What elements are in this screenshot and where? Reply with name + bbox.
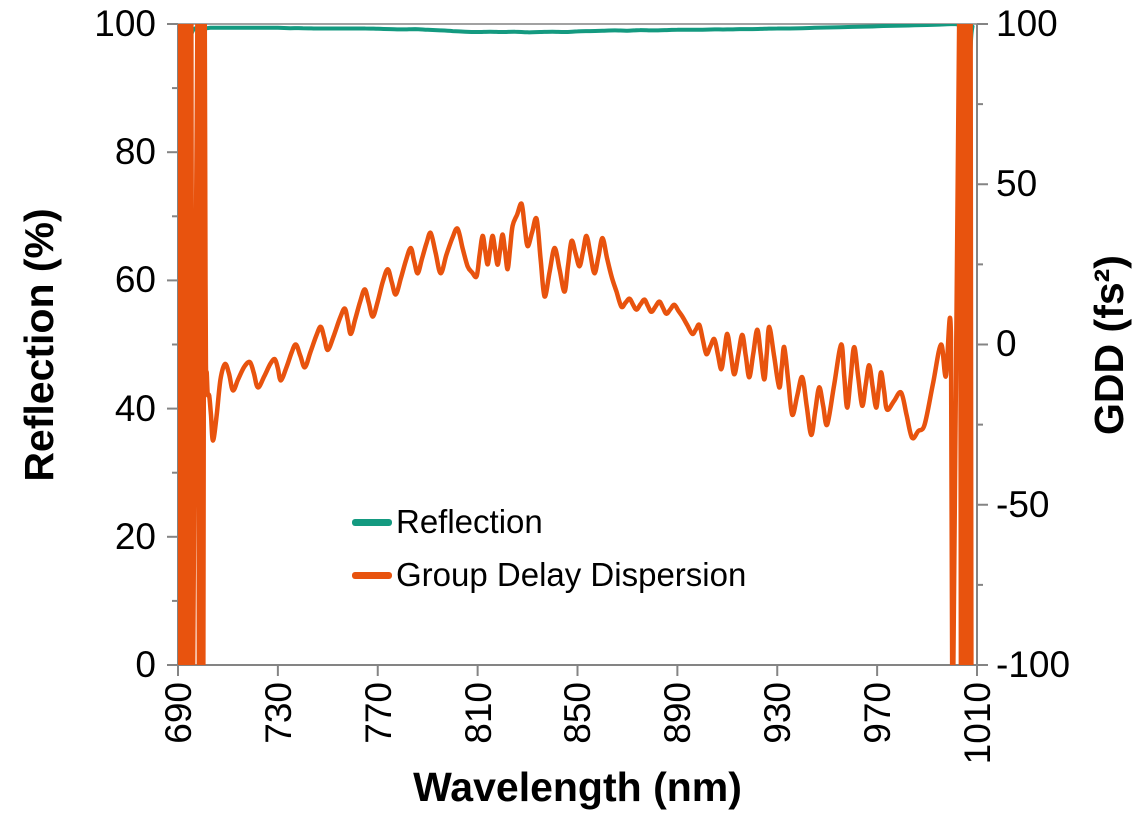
x-tick-label: 690 xyxy=(158,682,199,744)
y-right-tick-label: -100 xyxy=(996,644,1071,685)
x-tick-label: 890 xyxy=(657,682,698,744)
y-right-axis-title: GDD (fs²) xyxy=(1086,255,1132,435)
x-tick-label: 1010 xyxy=(957,682,998,765)
y-right-tick-label: 50 xyxy=(996,163,1038,204)
y-left-tick-label: 100 xyxy=(94,3,156,44)
gdd-line-swatch xyxy=(352,571,392,579)
x-tick-label: 930 xyxy=(757,682,798,744)
legend-label-reflection: Reflection xyxy=(396,503,543,540)
gdd-line xyxy=(178,24,974,665)
legend-item-reflection: Reflection xyxy=(352,502,746,542)
y-left-tick-label: 0 xyxy=(135,644,156,685)
y-left-tick-label: 20 xyxy=(114,516,156,557)
x-tick-label: 770 xyxy=(358,682,399,744)
y-left-tick-label: 60 xyxy=(114,259,156,300)
y-left-tick-label: 40 xyxy=(114,388,156,429)
y-left-tick-label: 80 xyxy=(114,131,156,172)
x-tick-label: 810 xyxy=(458,682,499,744)
x-tick-label: 970 xyxy=(857,682,898,744)
x-tick-label: 850 xyxy=(557,682,598,744)
legend: Reflection Group Delay Dispersion xyxy=(352,502,746,595)
reflection-line xyxy=(178,24,975,142)
y-right-tick-label: -50 xyxy=(996,484,1050,525)
x-axis-title: Wavelength (nm) xyxy=(413,764,742,810)
legend-label-gdd: Group Delay Dispersion xyxy=(396,556,747,593)
y-right-tick-label: 0 xyxy=(996,323,1017,364)
x-tick-label: 730 xyxy=(258,682,299,744)
legend-item-gdd: Group Delay Dispersion xyxy=(352,555,746,595)
reflection-line-swatch xyxy=(352,518,392,526)
y-left-axis-title: Reflection (%) xyxy=(16,208,62,482)
y-right-tick-label: 100 xyxy=(996,3,1058,44)
